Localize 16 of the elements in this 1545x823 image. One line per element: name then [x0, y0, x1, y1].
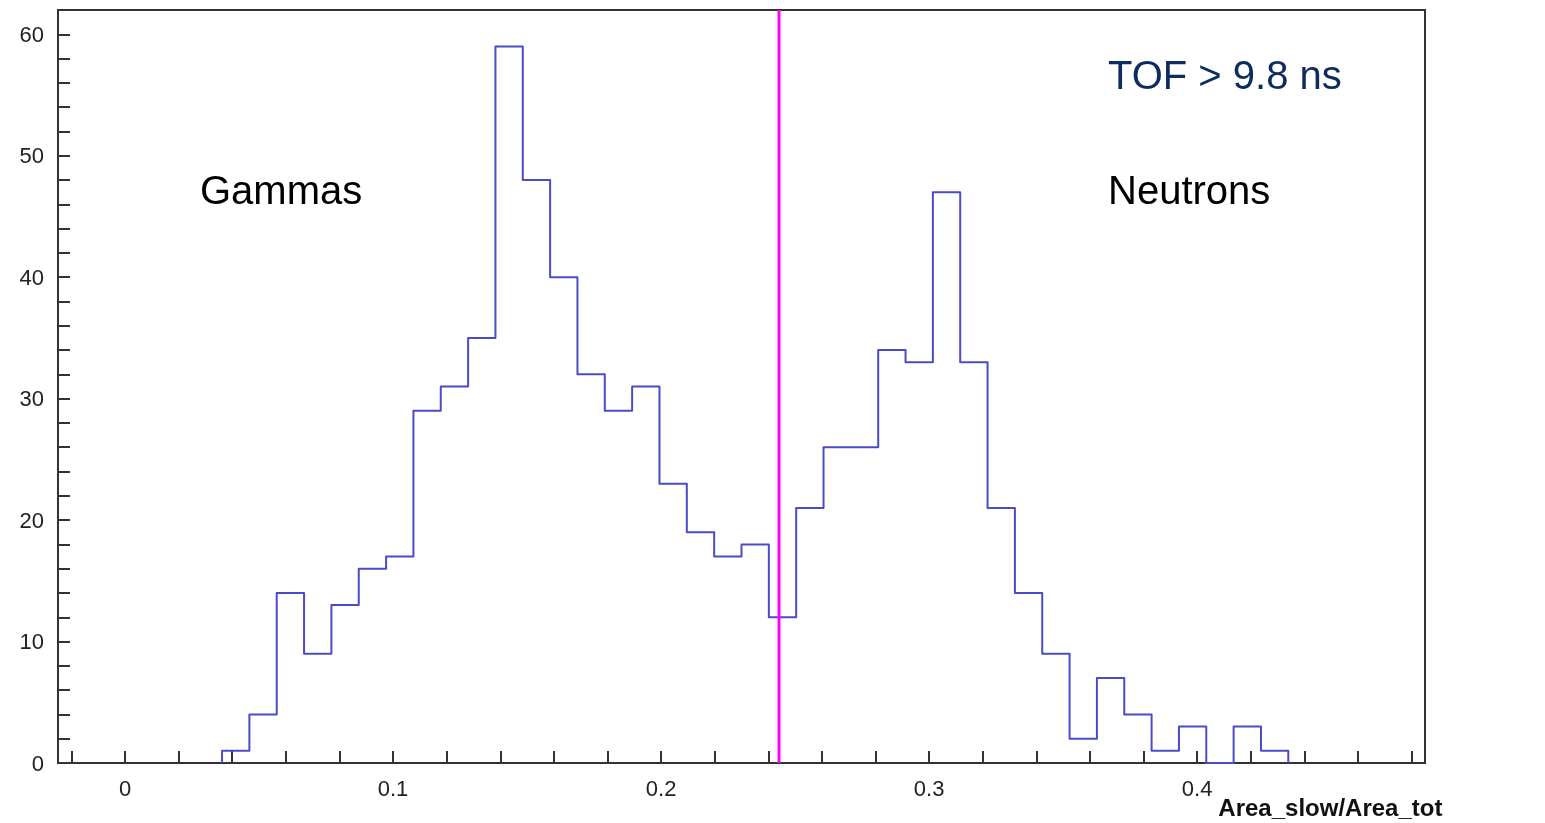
x-tick-label: 0.2 [645, 775, 677, 801]
y-tick-label: 20 [19, 507, 44, 533]
y-tick-label: 60 [19, 21, 44, 47]
y-tick-label: 50 [19, 143, 44, 169]
y-tick-label: 10 [19, 629, 44, 655]
annotation: Neutrons [1108, 168, 1271, 212]
x-tick-label: 0.3 [913, 775, 945, 801]
annotation: Gammas [200, 168, 363, 212]
y-tick-label: 30 [19, 386, 44, 412]
annotation: TOF > 9.8 ns [1108, 53, 1342, 97]
y-tick-label: 40 [19, 264, 44, 290]
x-tick-label: 0.4 [1181, 775, 1213, 801]
x-tick-label: 0.1 [377, 775, 409, 801]
x-tick-label: 0 [118, 775, 132, 801]
x-axis-title: Area_slow/Area_tot [1218, 793, 1443, 821]
y-tick-label: 0 [31, 750, 44, 776]
